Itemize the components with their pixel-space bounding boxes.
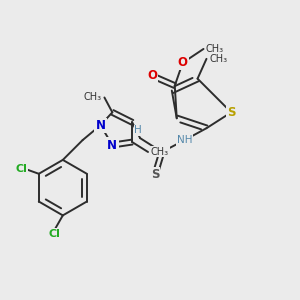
Text: CH₃: CH₃	[83, 92, 101, 103]
Text: CH₃: CH₃	[209, 54, 228, 64]
Text: O: O	[147, 69, 157, 82]
Text: N: N	[95, 119, 106, 132]
Text: CH₃: CH₃	[206, 44, 224, 54]
Text: Cl: Cl	[15, 164, 27, 174]
Text: O: O	[178, 56, 188, 69]
Text: S: S	[151, 168, 159, 181]
Text: NH: NH	[177, 135, 192, 145]
Text: Cl: Cl	[49, 229, 61, 239]
Text: CH₃: CH₃	[151, 147, 169, 157]
Text: N: N	[107, 139, 117, 152]
Text: H: H	[134, 125, 142, 135]
Text: S: S	[227, 106, 236, 119]
